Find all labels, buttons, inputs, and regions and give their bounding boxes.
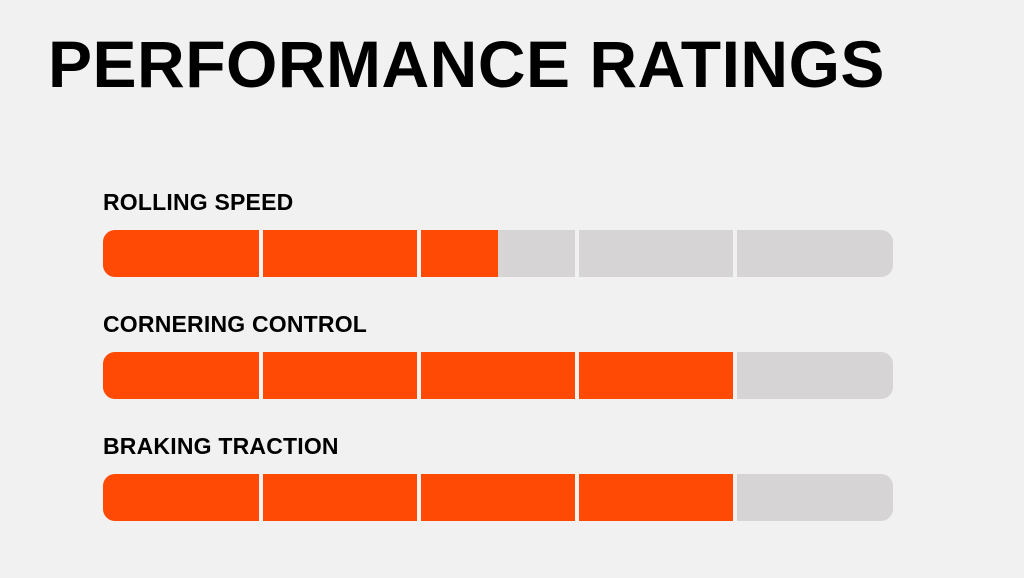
rating-bar-divider [417, 352, 421, 399]
rating-rolling-speed: ROLLING SPEED [103, 187, 893, 277]
rating-bar-divider [417, 230, 421, 277]
rating-bar-divider [575, 230, 579, 277]
rating-bar-divider [417, 474, 421, 521]
page-title: PERFORMANCE RATINGS [48, 27, 885, 101]
rating-label: BRAKING TRACTION [103, 433, 339, 459]
rating-bar-divider [575, 474, 579, 521]
rating-bar-fill [103, 230, 498, 277]
rating-bar-divider [259, 230, 263, 277]
rating-bar-divider [733, 352, 737, 399]
rating-bar-track [103, 230, 893, 277]
rating-bar-divider [733, 474, 737, 521]
rating-label: ROLLING SPEED [103, 189, 294, 215]
rating-braking-traction: BRAKING TRACTION [103, 431, 893, 521]
rating-bar-divider [733, 230, 737, 277]
rating-bar-track [103, 352, 893, 399]
rating-bar-divider [575, 352, 579, 399]
rating-label: CORNERING CONTROL [103, 311, 368, 337]
rating-bar-track [103, 474, 893, 521]
rating-cornering-control: CORNERING CONTROL [103, 309, 893, 399]
rating-bar-divider [259, 474, 263, 521]
rating-bar-divider [259, 352, 263, 399]
